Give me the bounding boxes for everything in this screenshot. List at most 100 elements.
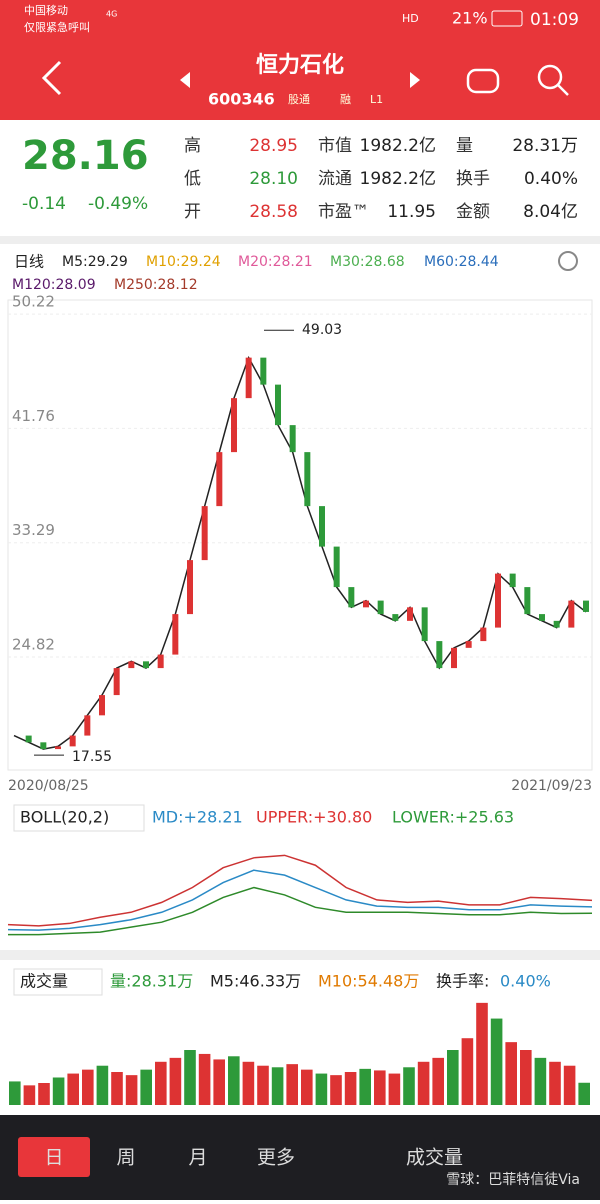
volume-bar xyxy=(417,1061,430,1105)
turn: 换手率: xyxy=(436,972,489,991)
candle xyxy=(55,746,61,750)
tag: L1 xyxy=(370,93,383,106)
vol: 量:28.31万 xyxy=(110,972,193,991)
field-label: 量 xyxy=(456,136,473,156)
search[interactable] xyxy=(557,84,569,96)
field-value: 11.95 xyxy=(387,202,436,222)
ma-label: M250:28.12 xyxy=(114,277,198,293)
field-label: 换手 xyxy=(456,169,490,189)
volume-bar xyxy=(257,1065,269,1105)
candle xyxy=(99,695,105,716)
vol-m10: M10:54.48万 xyxy=(318,972,419,991)
vol-m5: M5:46.33万 xyxy=(210,972,301,991)
back[interactable] xyxy=(41,60,62,96)
field-label: 开 xyxy=(184,202,201,222)
hd: HD xyxy=(402,12,419,25)
volume-bar xyxy=(184,1050,196,1105)
volume-bar xyxy=(359,1068,371,1105)
volume-bar xyxy=(520,1050,532,1105)
tab[interactable]: 月 xyxy=(188,1147,207,1169)
battery-icon xyxy=(491,10,523,27)
candle xyxy=(451,647,457,669)
candle xyxy=(84,715,91,736)
settings[interactable] xyxy=(558,251,578,271)
field-label: 流通 xyxy=(318,169,352,189)
vol-title[interactable]: 成交量 xyxy=(20,972,68,991)
volume-bar xyxy=(447,1050,459,1105)
field-label: 低 xyxy=(184,169,201,189)
stock-name: 恒力石化 xyxy=(256,52,344,78)
volume-bar xyxy=(578,1082,590,1105)
volume-bar xyxy=(271,1067,284,1105)
divider xyxy=(0,236,600,244)
tab[interactable]: 日 xyxy=(44,1147,63,1169)
candle xyxy=(157,654,164,669)
carrier: 中国移动 xyxy=(24,4,68,17)
tab-active[interactable] xyxy=(18,1137,90,1177)
field-value: 28.95 xyxy=(249,136,298,156)
boll-select[interactable] xyxy=(13,804,145,832)
volume-bar xyxy=(140,1069,152,1105)
candle xyxy=(289,425,296,453)
field-value: 28.58 xyxy=(249,202,298,222)
candle xyxy=(143,661,149,669)
volume-bar xyxy=(374,1070,386,1105)
field-value: 28.10 xyxy=(249,169,298,189)
boll-line xyxy=(8,886,593,936)
candle xyxy=(216,452,223,507)
boll-upper: UPPER:+30.80 xyxy=(256,808,372,827)
volume-bar xyxy=(534,1057,547,1105)
candle xyxy=(304,452,311,507)
candle xyxy=(509,573,516,588)
volume-bar xyxy=(563,1065,576,1105)
candle xyxy=(348,587,355,608)
volume-bar xyxy=(169,1057,182,1105)
price: 28.16 xyxy=(22,133,149,179)
volume-bar xyxy=(213,1059,225,1105)
note: 仅限紧急呼叫 xyxy=(24,20,90,34)
candle xyxy=(524,587,531,615)
battery: 21% xyxy=(452,9,488,28)
volume-bar xyxy=(9,1081,21,1105)
boll-md: MD:+28.21 xyxy=(152,808,243,827)
tab[interactable]: 更多 xyxy=(257,1147,295,1169)
volume-bar xyxy=(38,1083,50,1105)
candle xyxy=(553,620,560,628)
volume-bar xyxy=(301,1069,313,1105)
indicator[interactable]: 成交量 xyxy=(406,1147,463,1169)
robot[interactable] xyxy=(466,68,500,94)
volume-bar xyxy=(461,1038,474,1105)
candle xyxy=(568,600,575,628)
ma-label: M20:28.21 xyxy=(238,254,313,270)
candle xyxy=(363,600,369,608)
boll-title[interactable]: BOLL(20,2) xyxy=(20,808,109,827)
tag: 股通 xyxy=(288,93,310,106)
vol-select[interactable] xyxy=(13,968,103,996)
field-value: 28.31万 xyxy=(512,136,578,156)
volume-bar xyxy=(125,1075,138,1105)
candle xyxy=(172,614,179,655)
candle xyxy=(69,735,76,747)
candle xyxy=(40,742,47,750)
high-label: 49.03 xyxy=(302,322,342,338)
volume-bar xyxy=(242,1061,255,1105)
volume-bar xyxy=(344,1072,357,1105)
watermark: 雪球：巴菲特信徒Via xyxy=(446,1172,580,1188)
candle xyxy=(377,600,384,615)
volume-bar xyxy=(23,1085,36,1105)
tab[interactable]: 周 xyxy=(116,1147,135,1169)
volume-bar xyxy=(228,1056,240,1105)
candle xyxy=(319,506,325,547)
field-value: 8.04亿 xyxy=(523,202,578,222)
ma-label: M60:28.44 xyxy=(424,254,499,270)
volume-bar xyxy=(490,1018,503,1105)
ma-label: M30:28.68 xyxy=(330,254,405,270)
net: 4G xyxy=(106,10,117,19)
field-label: 市值 xyxy=(318,136,352,156)
time: 01:09 xyxy=(530,10,579,30)
price-line xyxy=(13,355,587,750)
volume-bar xyxy=(330,1075,342,1105)
search[interactable] xyxy=(537,64,563,90)
tag: 融 xyxy=(340,93,351,106)
